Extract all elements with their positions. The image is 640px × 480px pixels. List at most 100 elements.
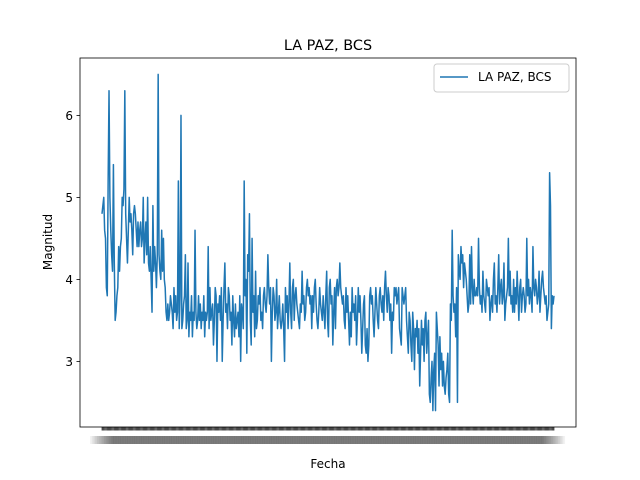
x-tick-label — [167, 436, 192, 444]
x-tick-label — [321, 436, 346, 444]
x-tick-label — [158, 436, 183, 444]
x-tick-label — [432, 436, 457, 444]
x-tick-label — [502, 436, 527, 444]
y-tick-label: 6 — [65, 109, 73, 123]
x-tick-label — [281, 436, 306, 444]
x-tick-label — [314, 436, 339, 444]
x-tick-label — [242, 436, 267, 444]
x-tick-label — [168, 436, 193, 444]
plot-area — [101, 73, 555, 412]
x-tick-label — [518, 436, 543, 444]
x-tick-label — [262, 436, 287, 444]
x-tick-label — [102, 436, 127, 444]
x-tick-label — [349, 436, 374, 444]
x-tick-label — [520, 436, 545, 444]
x-tick-label — [355, 436, 380, 444]
x-tick-label — [290, 436, 315, 444]
x-tick-label — [507, 436, 532, 444]
x-tick-label — [470, 436, 495, 444]
legend-box — [433, 63, 570, 93]
x-tick-label — [453, 436, 478, 444]
x-tick-label — [448, 436, 473, 444]
x-tick-label — [244, 436, 269, 444]
x-tick-label — [118, 436, 143, 444]
x-tick-label — [323, 436, 348, 444]
x-tick-label — [165, 436, 190, 444]
x-tick-label — [418, 436, 443, 444]
x-tick-label — [183, 436, 208, 444]
x-tick-label — [256, 436, 281, 444]
x-tick-label — [142, 436, 167, 444]
x-tick-label — [100, 436, 125, 444]
x-tick-label — [325, 436, 350, 444]
x-tick-label — [377, 436, 402, 444]
x-tick-label — [381, 436, 406, 444]
x-tick-label — [225, 436, 250, 444]
x-tick-label — [441, 436, 466, 444]
x-axis-ticks — [101, 427, 555, 431]
x-tick-label — [126, 436, 151, 444]
x-tick-label — [511, 436, 536, 444]
x-tick-label — [216, 436, 241, 444]
x-tick-label — [179, 436, 204, 444]
x-tick-label — [307, 436, 332, 444]
x-tick-label — [116, 436, 141, 444]
x-tick-label — [404, 436, 429, 444]
x-tick-label — [160, 436, 185, 444]
x-tick-label — [230, 436, 255, 444]
x-tick-label — [98, 436, 123, 444]
x-tick-label — [97, 436, 122, 444]
x-tick-label — [537, 436, 562, 444]
x-tick-label — [226, 436, 251, 444]
x-tick-label — [390, 436, 415, 444]
x-tick-label — [479, 436, 504, 444]
y-tick-label: 4 — [65, 273, 73, 287]
x-tick-label — [121, 436, 146, 444]
x-tick-label — [412, 436, 437, 444]
x-tick-label — [93, 436, 118, 444]
x-tick-label — [391, 436, 416, 444]
x-tick-label — [297, 436, 322, 444]
x-tick-label — [219, 436, 244, 444]
x-tick-label — [286, 436, 311, 444]
x-tick-label — [304, 436, 329, 444]
x-tick-label — [186, 436, 211, 444]
x-tick-label — [184, 436, 209, 444]
x-tick-label — [484, 436, 509, 444]
y-axis-label: Magnitud — [41, 214, 55, 270]
x-tick-label — [532, 436, 557, 444]
x-tick-label — [263, 436, 288, 444]
x-tick-label — [191, 436, 216, 444]
x-tick-label — [188, 436, 213, 444]
x-tick-label — [228, 436, 253, 444]
x-tick-label — [474, 436, 499, 444]
x-tick-label — [318, 436, 343, 444]
x-tick-label — [277, 436, 302, 444]
x-tick-label — [319, 436, 344, 444]
chart-title: LA PAZ, BCS — [284, 38, 372, 54]
x-tick-label — [481, 436, 506, 444]
x-tick-label — [460, 436, 485, 444]
x-tick-label — [114, 436, 139, 444]
x-tick-label — [144, 436, 169, 444]
x-tick-label — [212, 436, 237, 444]
x-tick-label — [490, 436, 515, 444]
x-tick-label — [132, 436, 157, 444]
x-tick-label — [420, 436, 445, 444]
x-tick-label — [528, 436, 553, 444]
x-tick-label — [312, 436, 337, 444]
x-tick-label — [488, 436, 513, 444]
x-tick-label — [195, 436, 220, 444]
x-tick-label — [209, 436, 234, 444]
y-axis-ticks: 3 4 5 6 — [65, 109, 80, 369]
x-tick-label — [205, 436, 230, 444]
x-tick-label — [397, 436, 422, 444]
x-tick-label — [283, 436, 308, 444]
x-tick-label — [367, 436, 392, 444]
x-tick-label — [298, 436, 323, 444]
x-tick-label — [316, 436, 341, 444]
x-tick-label — [449, 436, 474, 444]
x-tick-label — [523, 436, 548, 444]
x-tick-label — [326, 436, 351, 444]
x-tick-label — [177, 436, 202, 444]
